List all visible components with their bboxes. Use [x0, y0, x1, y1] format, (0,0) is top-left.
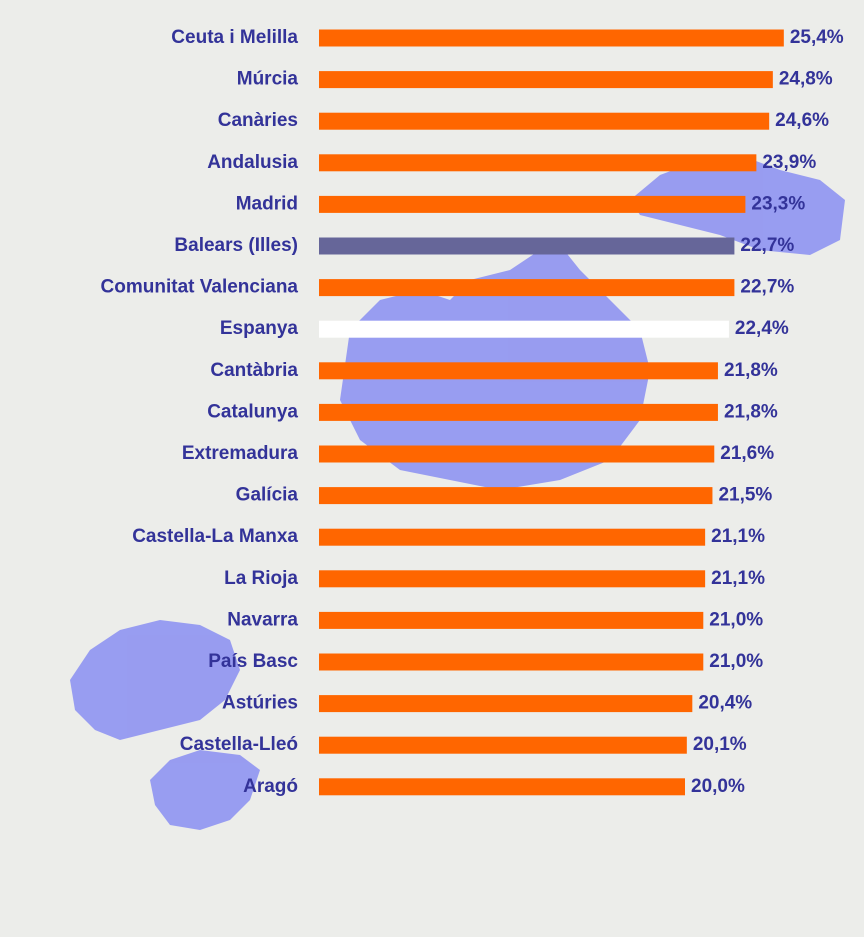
category-label: Comunitat Valenciana [101, 277, 299, 298]
value-label: 21,8% [724, 401, 778, 422]
value-label: 22,4% [735, 318, 789, 339]
bar [319, 154, 757, 172]
bar [319, 570, 706, 588]
value-label: 21,1% [711, 526, 765, 547]
value-label: 21,0% [709, 609, 763, 630]
bar [319, 445, 715, 463]
category-label: Aragó [243, 776, 298, 797]
bar [319, 237, 735, 255]
bar [319, 71, 773, 89]
category-label: País Basc [208, 651, 298, 672]
bar [319, 487, 713, 505]
category-label: Ceuta i Melilla [171, 27, 298, 48]
value-label: 25,4% [790, 27, 844, 48]
bar [319, 29, 784, 47]
category-label: Astúries [222, 693, 298, 714]
bar [319, 778, 685, 796]
value-label: 24,6% [775, 110, 829, 131]
value-label: 21,0% [709, 651, 763, 672]
value-label: 23,3% [751, 193, 805, 214]
value-label: 21,6% [720, 443, 774, 464]
bar [319, 112, 770, 130]
bar [319, 403, 718, 421]
bar [319, 362, 718, 380]
value-label: 23,9% [762, 152, 816, 173]
bar [319, 279, 735, 297]
value-label: 21,8% [724, 360, 778, 381]
value-label: 20,0% [691, 776, 745, 797]
category-label: Castella-La Manxa [132, 526, 298, 547]
bar [319, 611, 704, 629]
bar [319, 195, 746, 213]
category-label: Canàries [218, 110, 298, 131]
value-label: 21,5% [718, 485, 772, 506]
value-label: 22,7% [740, 277, 794, 298]
category-label: Galícia [236, 485, 299, 506]
bar [319, 695, 693, 713]
value-label: 20,4% [698, 693, 752, 714]
value-label: 21,1% [711, 568, 765, 589]
bar [319, 528, 706, 546]
category-label: Espanya [220, 318, 299, 339]
category-label: Andalusia [207, 152, 298, 173]
category-label: Madrid [236, 193, 298, 214]
category-label: Múrcia [237, 69, 299, 90]
category-label: La Rioja [224, 568, 298, 589]
category-label: Cantàbria [210, 360, 298, 381]
value-label: 24,8% [779, 69, 833, 90]
category-label: Catalunya [207, 401, 298, 422]
value-label: 20,1% [693, 734, 747, 755]
bar [319, 736, 687, 754]
category-label: Extremadura [182, 443, 299, 464]
value-label: 22,7% [740, 235, 794, 256]
category-label: Navarra [227, 609, 298, 630]
category-label: Castella-Lleó [180, 734, 298, 755]
category-label: Balears (Illes) [174, 235, 298, 256]
bar [319, 320, 729, 338]
bar [319, 653, 704, 671]
